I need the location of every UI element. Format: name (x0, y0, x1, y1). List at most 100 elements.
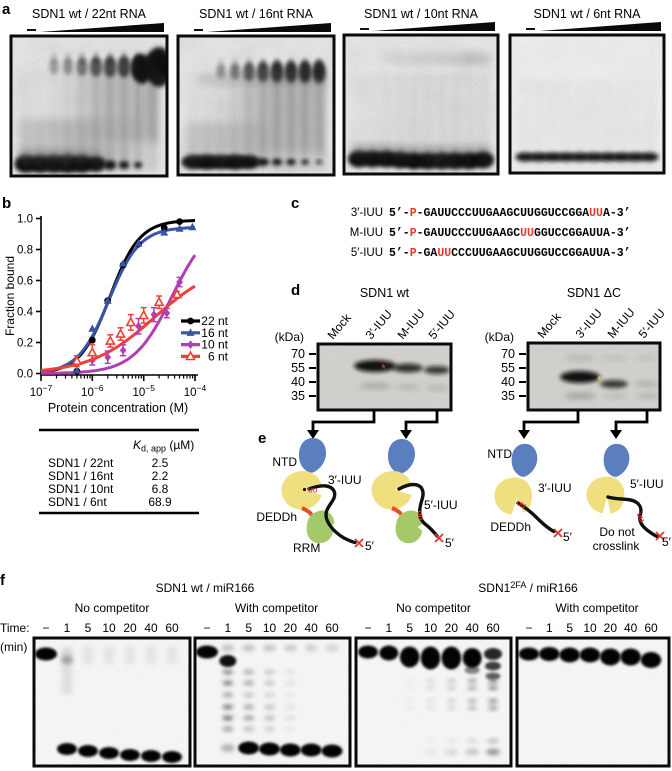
svg-text:SDN1 wt: SDN1 wt (360, 286, 410, 300)
svg-text:20: 20 (123, 621, 137, 635)
svg-text:−: − (364, 621, 371, 635)
svg-text:55: 55 (291, 361, 305, 375)
svg-text:*: * (597, 373, 602, 388)
svg-text:UU: UU (308, 488, 318, 495)
svg-text:DEDDh: DEDDh (256, 510, 297, 524)
svg-text:−: − (525, 621, 532, 635)
svg-text:5: 5 (245, 621, 252, 635)
svg-text:3′-IUU: 3′-IUU (328, 473, 362, 487)
svg-text:0.2: 0.2 (17, 338, 33, 350)
svg-text:Protein concentration (M): Protein concentration (M) (48, 401, 188, 415)
svg-text:b: b (2, 195, 11, 212)
svg-text:1: 1 (546, 621, 553, 635)
svg-text:40: 40 (501, 375, 515, 389)
svg-text:20: 20 (284, 621, 298, 635)
svg-text:5: 5 (85, 621, 92, 635)
svg-text:5′: 5′ (662, 535, 672, 549)
svg-text:5’-P-GAUUCCCUUGAAGCUUGGUCCGGAU: 5’-P-GAUUCCCUUGAAGCUUGGUCCGGAUUA-3’ (389, 227, 631, 240)
svg-text:−: − (42, 621, 49, 635)
svg-text:No competitor: No competitor (396, 601, 471, 615)
svg-text:35: 35 (291, 389, 305, 403)
svg-text:DEDDh: DEDDh (490, 520, 531, 534)
svg-text:10: 10 (102, 621, 116, 635)
svg-text:10: 10 (424, 621, 438, 635)
svg-text:3′-IUU: 3′-IUU (351, 207, 383, 219)
svg-text:40: 40 (624, 621, 638, 635)
svg-text:20: 20 (604, 621, 618, 635)
svg-text:10: 10 (263, 621, 277, 635)
svg-text:5′-IUU: 5′-IUU (630, 477, 664, 491)
svg-text:6 nt: 6 nt (208, 349, 229, 363)
svg-text:22 nt: 22 nt (201, 314, 228, 328)
svg-text:35: 35 (501, 389, 515, 403)
svg-text:SDN1 / 6nt: SDN1 / 6nt (48, 495, 107, 509)
svg-text:60: 60 (165, 621, 179, 635)
svg-text:SDN1 wt / 16nt RNA: SDN1 wt / 16nt RNA (199, 7, 314, 21)
svg-text:5′: 5′ (563, 530, 573, 544)
svg-text:60: 60 (325, 621, 339, 635)
svg-text:5: 5 (566, 621, 573, 635)
svg-text:M-IUU: M-IUU (350, 227, 383, 239)
svg-text:f: f (0, 572, 6, 589)
svg-text:UU: UU (416, 510, 424, 520)
svg-text:SDN1 / 10nt: SDN1 / 10nt (48, 482, 114, 496)
svg-text:e: e (258, 430, 266, 447)
svg-text:a: a (2, 1, 11, 18)
svg-text:2.5: 2.5 (152, 456, 169, 470)
svg-text:With competitor: With competitor (235, 601, 318, 615)
svg-text:SDN12FA / miR166: SDN12FA / miR166 (478, 580, 578, 595)
svg-text:5′: 5′ (445, 536, 455, 550)
svg-text:0.8: 0.8 (17, 245, 33, 257)
svg-text:Kd, app (µM): Kd, app (µM) (133, 438, 194, 454)
svg-text:6.8: 6.8 (152, 482, 169, 496)
svg-text:With competitor: With competitor (555, 601, 638, 615)
svg-text:0.6: 0.6 (17, 276, 33, 288)
svg-text:1: 1 (385, 621, 392, 635)
svg-text:NTD: NTD (272, 455, 297, 469)
svg-text:SDN1 wt / 22nt RNA: SDN1 wt / 22nt RNA (32, 7, 147, 21)
svg-text:70: 70 (291, 347, 305, 361)
svg-text:SDN1 wt / 10nt RNA: SDN1 wt / 10nt RNA (364, 7, 479, 21)
svg-text:40: 40 (144, 621, 158, 635)
svg-text:40: 40 (465, 621, 479, 635)
svg-text:5’-P-GAUUCCCUUGAAGCUUGGUCCGGAU: 5’-P-GAUUCCCUUGAAGCUUGGUCCGGAUUA-3’ (389, 247, 631, 260)
svg-text:70: 70 (501, 347, 515, 361)
svg-text:Fraction bound: Fraction bound (3, 256, 17, 336)
svg-text:SDN1 wt / 6nt RNA: SDN1 wt / 6nt RNA (534, 7, 642, 21)
svg-text:SDN1 wt / miR166: SDN1 wt / miR166 (156, 581, 255, 595)
svg-text:1.0: 1.0 (17, 214, 33, 226)
svg-text:Time:: Time: (0, 621, 30, 635)
svg-text:*: * (381, 361, 386, 376)
svg-text:1: 1 (224, 621, 231, 635)
svg-text:1: 1 (64, 621, 71, 635)
svg-text:60: 60 (644, 621, 658, 635)
svg-text:NTD: NTD (487, 447, 512, 461)
svg-text:40: 40 (304, 621, 318, 635)
svg-text:5′-IUU: 5′-IUU (351, 247, 383, 259)
svg-text:SDN1 / 22nt: SDN1 / 22nt (48, 456, 114, 470)
svg-text:Do not: Do not (599, 525, 635, 539)
svg-text:RRM: RRM (293, 541, 320, 555)
svg-text:(kDa): (kDa) (275, 330, 304, 344)
svg-text:UU: UU (635, 512, 645, 524)
svg-text:0.0: 0.0 (17, 369, 33, 381)
svg-text:2.2: 2.2 (152, 469, 169, 483)
svg-text:0.4: 0.4 (17, 307, 34, 319)
svg-text:(kDa): (kDa) (485, 330, 514, 344)
svg-text:crosslink: crosslink (593, 539, 641, 553)
svg-text:55: 55 (501, 361, 515, 375)
svg-text:No competitor: No competitor (75, 601, 150, 615)
svg-text:60: 60 (486, 621, 500, 635)
svg-text:20: 20 (445, 621, 459, 635)
svg-text:10 nt: 10 nt (201, 338, 228, 352)
svg-text:3′-IUU: 3′-IUU (538, 481, 572, 495)
svg-text:−: − (203, 621, 210, 635)
svg-text:5′-IUU: 5′-IUU (424, 498, 458, 512)
svg-text:5’-P-GAUUCCCUUGAAGCUUGGUCCGGAU: 5’-P-GAUUCCCUUGAAGCUUGGUCCGGAUUA-3’ (389, 207, 631, 220)
svg-text:10: 10 (583, 621, 597, 635)
svg-text:5′: 5′ (365, 539, 375, 553)
svg-text:16 nt: 16 nt (201, 326, 228, 340)
svg-text:68.9: 68.9 (148, 495, 172, 509)
svg-text:d: d (291, 282, 300, 299)
svg-text:(min): (min) (0, 640, 27, 654)
